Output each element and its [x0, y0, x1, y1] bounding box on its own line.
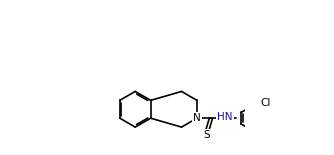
Text: HN: HN — [217, 112, 232, 122]
Text: N: N — [193, 113, 201, 123]
Text: Cl: Cl — [260, 98, 270, 108]
Text: S: S — [204, 130, 210, 140]
